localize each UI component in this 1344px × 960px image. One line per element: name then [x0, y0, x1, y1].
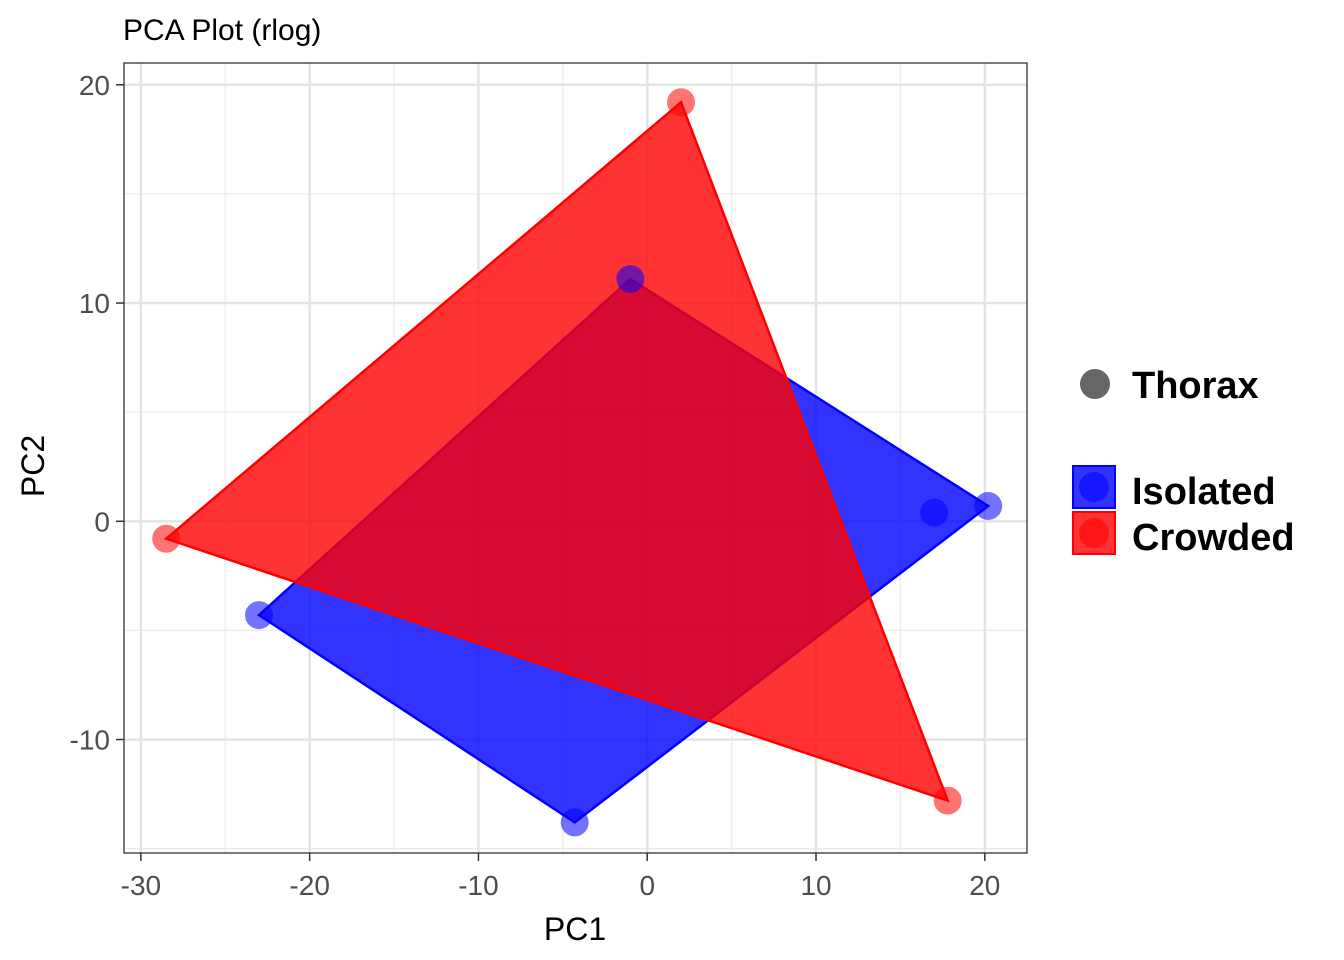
x-axis-title: PC1: [544, 911, 606, 947]
plot-panel-border: [123, 62, 1028, 854]
point-isolated: [974, 492, 1003, 520]
x-tick-label: 10: [800, 870, 831, 901]
legend-isolated-label: Isolated: [1132, 471, 1276, 513]
point-crowded: [933, 786, 962, 815]
x-tick-label: -30: [121, 870, 161, 901]
point-crowded: [667, 88, 695, 117]
legend-crowded-dot: [1079, 518, 1109, 548]
hull-crowded: [163, 100, 950, 803]
legend: Thorax Isolated Crowded: [1072, 365, 1295, 559]
y-tick-label: 20: [79, 70, 110, 101]
y-tick-label: -10: [70, 725, 110, 756]
point-isolated: [920, 498, 949, 527]
axis-ticks: -30 -20 -10 0 10 20 20 10 0 -10: [70, 70, 1001, 901]
x-tick-label: -10: [458, 870, 498, 901]
point-isolated: [616, 265, 645, 293]
x-tick-label: -20: [289, 870, 329, 901]
y-axis-title: PC2: [15, 435, 51, 497]
data-points: [152, 88, 1003, 837]
y-tick-label: 10: [79, 288, 110, 319]
point-isolated: [560, 808, 589, 837]
legend-crowded-label: Crowded: [1132, 517, 1295, 559]
point-crowded: [152, 524, 181, 553]
legend-thorax-label: Thorax: [1132, 365, 1259, 407]
legend-isolated-dot: [1079, 472, 1109, 502]
point-isolated: [245, 601, 273, 630]
group-hulls: [163, 100, 991, 824]
y-tick-label: 0: [94, 506, 110, 537]
legend-thorax-key: [1080, 369, 1110, 399]
chart-title: PCA Plot (rlog): [123, 14, 321, 47]
x-tick-label: 20: [969, 870, 1000, 901]
x-tick-label: 0: [639, 870, 655, 901]
